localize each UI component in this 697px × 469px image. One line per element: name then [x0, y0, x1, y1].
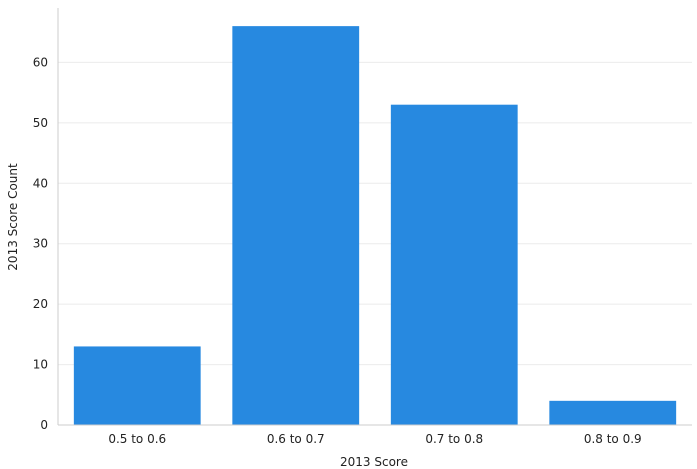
bar: [390, 104, 518, 426]
x-axis-title: 2013 Score: [340, 455, 408, 469]
y-tick-label: 0: [40, 418, 48, 432]
bar: [549, 400, 677, 425]
bar: [73, 346, 201, 425]
x-tick-label: 0.6 to 0.7: [267, 432, 325, 446]
y-tick-label: 50: [33, 116, 48, 130]
x-tick-label: 0.7 to 0.8: [425, 432, 483, 446]
y-axis-title: 2013 Score Count: [6, 163, 20, 271]
axes: [57, 8, 692, 426]
tick-labels: 0 10 20 30 40 50 60 0.5 to 0.6 0.6 to 0.7 0.7 to …: [33, 55, 642, 446]
bars: [73, 26, 677, 426]
x-tick-label: 0.8 to 0.9: [584, 432, 642, 446]
y-tick-label: 30: [33, 237, 48, 251]
x-tick-label: 0.5 to 0.6: [108, 432, 166, 446]
y-tick-label: 60: [33, 55, 48, 69]
bar: [232, 26, 360, 426]
y-tick-label: 40: [33, 176, 48, 190]
gridlines: [58, 61, 692, 366]
y-tick-label: 10: [33, 358, 48, 372]
y-tick-label: 20: [33, 297, 48, 311]
